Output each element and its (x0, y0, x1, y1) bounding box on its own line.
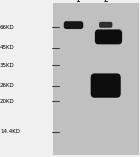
Text: 2: 2 (103, 0, 108, 4)
Text: 45KD: 45KD (0, 45, 15, 50)
Text: 1: 1 (75, 0, 80, 4)
FancyBboxPatch shape (53, 3, 139, 155)
Text: 14.4KD: 14.4KD (0, 129, 20, 134)
Text: 66KD: 66KD (0, 25, 15, 30)
FancyBboxPatch shape (91, 73, 121, 98)
Text: 35KD: 35KD (0, 63, 15, 68)
FancyBboxPatch shape (95, 30, 122, 44)
Text: 26KD: 26KD (0, 83, 15, 88)
FancyBboxPatch shape (64, 21, 83, 29)
Text: 20KD: 20KD (0, 99, 15, 104)
FancyBboxPatch shape (99, 22, 112, 28)
